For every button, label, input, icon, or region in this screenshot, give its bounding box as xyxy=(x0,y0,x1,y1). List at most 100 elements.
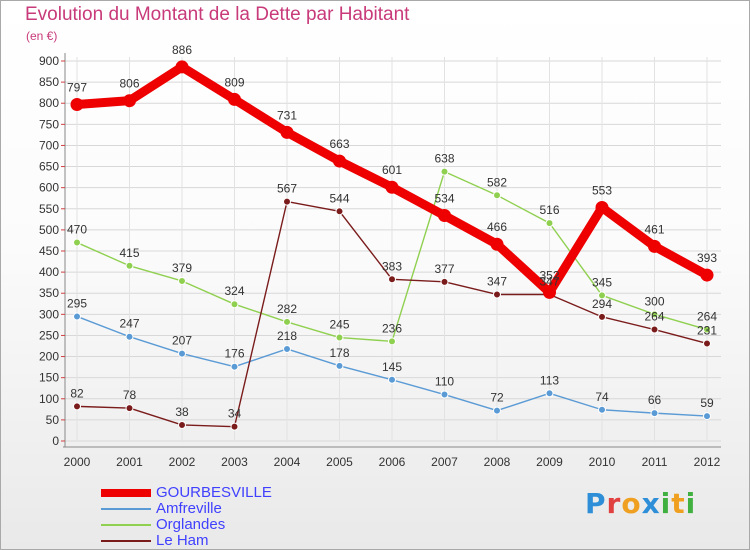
data-point-gourbesville xyxy=(700,268,714,282)
logo-text: Proxiti xyxy=(585,487,697,520)
data-label-le-ham: 567 xyxy=(277,182,297,196)
data-label-le-ham: 82 xyxy=(70,386,84,400)
data-label-le-ham: 347 xyxy=(539,274,559,288)
data-point-gourbesville xyxy=(385,180,399,194)
y-tick-label: 350 xyxy=(39,286,59,300)
axes: 0 50 100 150 200 250 300 350 400 450 500 550 600 650 7… xyxy=(39,53,721,469)
data-label-le-ham: 294 xyxy=(592,297,612,311)
data-point-gourbesville xyxy=(543,285,556,299)
y-tick-label: 600 xyxy=(39,181,59,195)
y-tick-label: 100 xyxy=(39,392,59,406)
data-label-gourbesville: 352 xyxy=(539,268,559,282)
x-tick-label: 2011 xyxy=(642,455,668,469)
grid xyxy=(65,57,721,442)
data-label-le-ham: 34 xyxy=(228,407,242,421)
data-point-amfreville xyxy=(598,405,606,414)
x-tick-label: 2005 xyxy=(326,455,353,469)
data-label-gourbesville: 553 xyxy=(592,184,612,198)
data-point-le-ham xyxy=(230,422,239,431)
x-tick-label: 2000 xyxy=(64,455,91,469)
data-point-orglandes xyxy=(230,300,239,309)
data-label-amfreville: 176 xyxy=(224,347,244,361)
data-label-gourbesville: 393 xyxy=(697,251,717,265)
data-point-amfreville xyxy=(125,332,134,341)
proxiti-logo: Proxiti xyxy=(585,487,696,520)
data-point-le-ham xyxy=(388,275,396,284)
data-label-orglandes: 300 xyxy=(644,294,664,308)
data-point-amfreville xyxy=(283,344,291,353)
y-tick-label: 200 xyxy=(39,350,59,364)
legend-swatch xyxy=(101,508,151,510)
data-label-orglandes: 282 xyxy=(277,302,297,316)
x-tick-label: 2009 xyxy=(536,455,563,469)
data-point-amfreville xyxy=(650,409,659,418)
data-point-orglandes xyxy=(650,310,659,319)
legend-label: Orglandes xyxy=(156,516,226,533)
data-point-gourbesville xyxy=(175,60,189,74)
data-label-orglandes: 516 xyxy=(539,203,559,217)
data-label-gourbesville: 797 xyxy=(67,80,87,94)
data-point-le-ham xyxy=(283,197,291,206)
data-label-amfreville: 110 xyxy=(435,375,454,389)
y-tick-label: 50 xyxy=(46,413,60,427)
series-lines xyxy=(70,60,714,431)
data-label-le-ham: 38 xyxy=(175,405,189,419)
data-point-amfreville xyxy=(440,390,449,399)
data-point-gourbesville xyxy=(648,239,661,253)
data-label-amfreville: 145 xyxy=(382,360,402,374)
data-point-amfreville xyxy=(703,412,711,421)
data-point-le-ham xyxy=(178,420,186,429)
y-tick-label: 700 xyxy=(39,138,59,152)
data-point-le-ham xyxy=(335,207,344,216)
data-label-amfreville: 66 xyxy=(648,393,662,407)
data-point-orglandes xyxy=(73,238,81,247)
data-point-le-ham xyxy=(493,290,501,299)
data-point-le-ham xyxy=(73,402,81,411)
data-label-le-ham: 78 xyxy=(123,388,137,402)
data-label-gourbesville: 886 xyxy=(172,43,192,57)
y-tick-label: 250 xyxy=(39,328,59,342)
data-label-amfreville: 72 xyxy=(490,391,504,405)
data-point-gourbesville xyxy=(123,94,136,108)
x-tick-label: 2012 xyxy=(694,455,721,469)
data-label-orglandes: 379 xyxy=(172,261,192,275)
data-point-gourbesville xyxy=(438,209,451,223)
data-label-orglandes: 470 xyxy=(67,223,87,237)
data-point-orglandes xyxy=(598,291,606,300)
x-tick-label: 2001 xyxy=(116,455,143,469)
data-label-orglandes: 415 xyxy=(119,246,139,260)
data-label-le-ham: 377 xyxy=(434,262,454,276)
data-point-orglandes xyxy=(178,276,186,285)
data-point-gourbesville xyxy=(280,125,294,139)
data-label-orglandes: 638 xyxy=(434,152,454,166)
data-point-amfreville xyxy=(230,362,239,371)
legend-swatch xyxy=(101,540,151,542)
data-point-le-ham xyxy=(125,404,134,413)
data-label-orglandes: 582 xyxy=(487,175,507,189)
x-tick-label: 2003 xyxy=(221,455,248,469)
data-label-orglandes: 245 xyxy=(329,318,349,332)
data-label-gourbesville: 461 xyxy=(644,222,664,236)
data-point-gourbesville xyxy=(228,92,241,106)
y-tick-label: 300 xyxy=(39,307,59,321)
legend-swatch xyxy=(101,489,151,497)
y-tick-label: 650 xyxy=(39,160,59,174)
y-tick-label: 450 xyxy=(39,244,59,258)
data-label-gourbesville: 663 xyxy=(329,137,349,151)
x-tick-label: 2002 xyxy=(169,455,196,469)
data-point-le-ham xyxy=(440,277,449,286)
data-point-le-ham xyxy=(598,312,606,321)
data-label-amfreville: 178 xyxy=(329,346,349,360)
legend-label: Le Ham xyxy=(156,532,209,549)
data-point-gourbesville xyxy=(70,97,84,111)
data-label-gourbesville: 601 xyxy=(382,163,402,177)
data-point-orglandes xyxy=(545,219,554,228)
y-tick-label: 750 xyxy=(39,117,59,131)
y-tick-label: 400 xyxy=(39,265,59,279)
data-label-gourbesville: 534 xyxy=(434,192,454,206)
x-tick-label: 2008 xyxy=(484,455,511,469)
data-label-gourbesville: 466 xyxy=(487,220,507,234)
data-label-orglandes: 264 xyxy=(697,310,717,324)
